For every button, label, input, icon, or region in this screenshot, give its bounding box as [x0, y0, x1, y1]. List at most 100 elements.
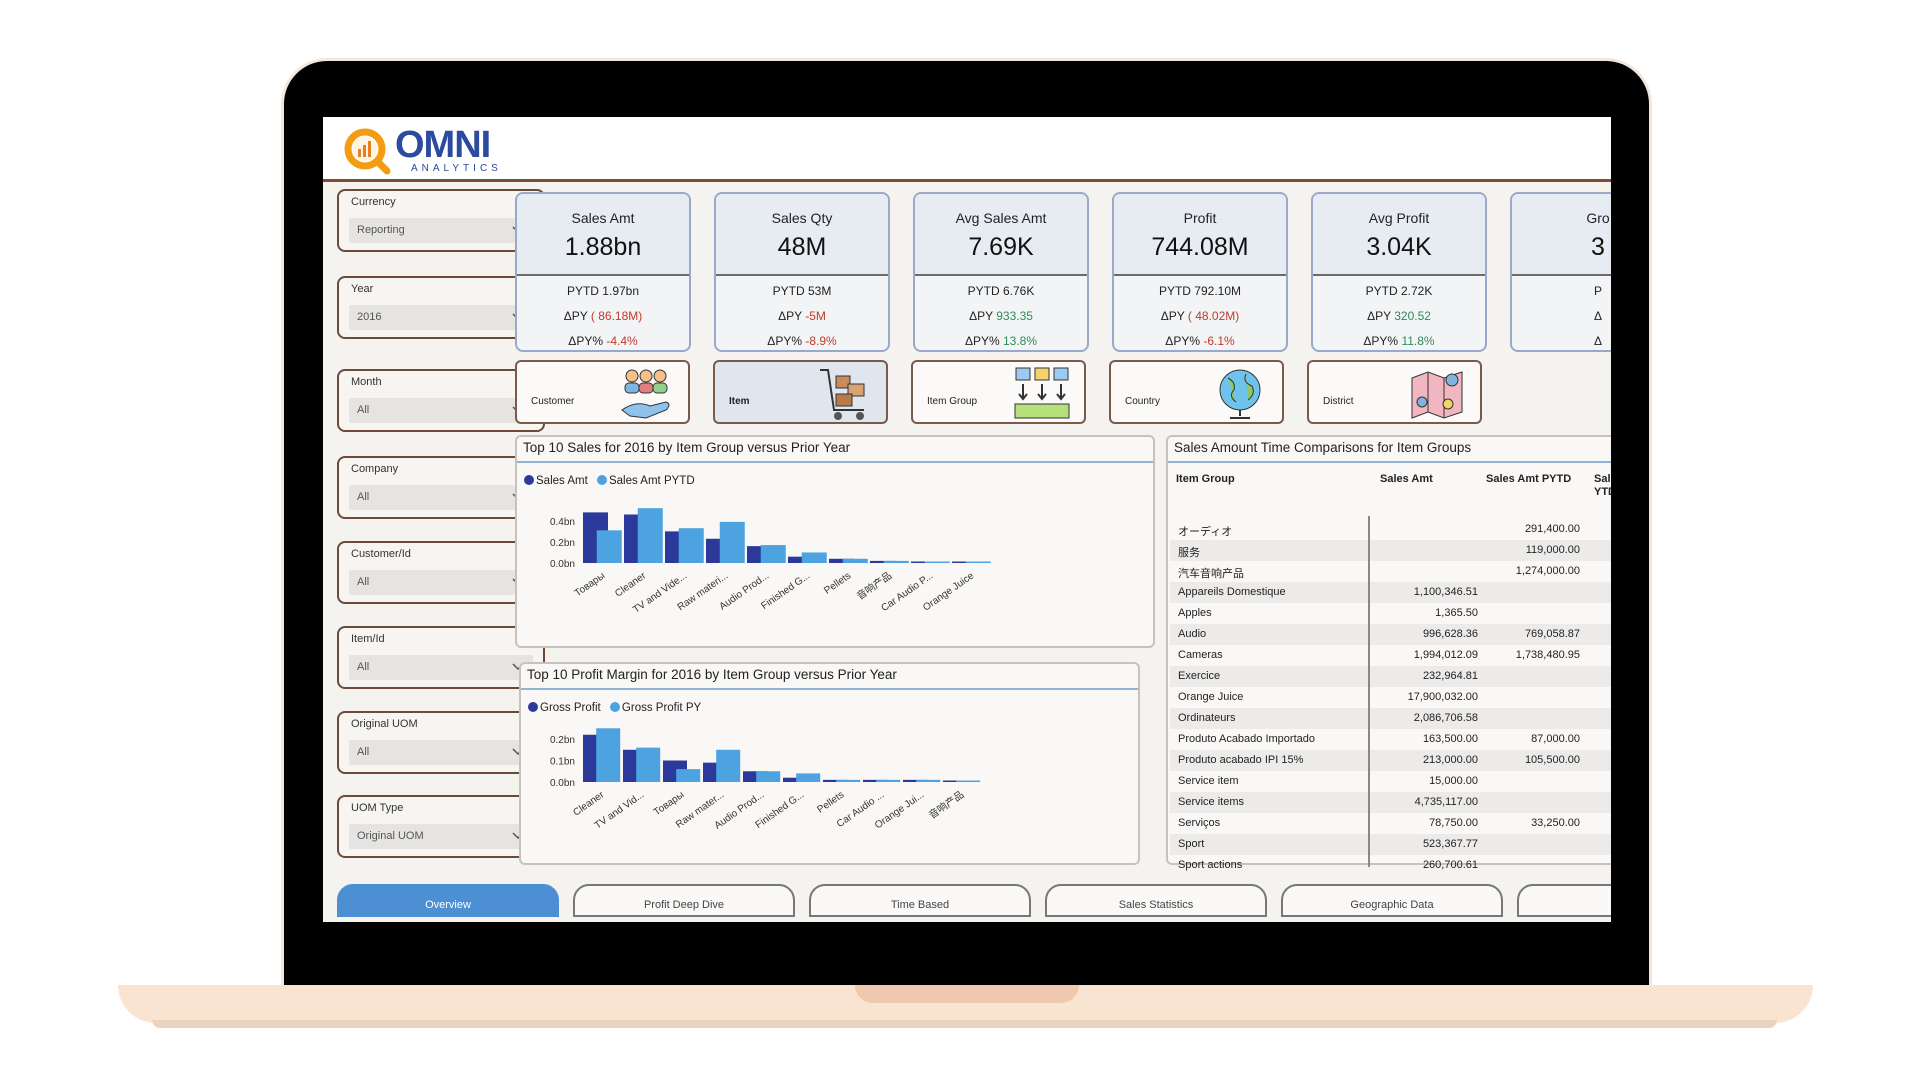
- slicer-label: Item/Id: [351, 633, 385, 645]
- table-row[interactable]: Apples 1,365.50: [1170, 603, 1611, 624]
- column-header-sales-ytd[interactable]: Sale YTD: [1594, 473, 1611, 498]
- cell-sales-amt: 213,000.00: [1422, 754, 1478, 766]
- table-row[interactable]: Orange Juice 17,900,032.00: [1170, 687, 1611, 708]
- kpi-delta-pct-label: ΔPY%: [1165, 334, 1200, 348]
- bar-prior[interactable]: [842, 558, 868, 563]
- bar-prior[interactable]: [916, 779, 941, 782]
- bar-prior[interactable]: [924, 561, 950, 564]
- bar-prior[interactable]: [756, 771, 781, 782]
- bar-prior[interactable]: [965, 561, 991, 564]
- table-row[interactable]: Sport 523,367.77: [1170, 834, 1611, 855]
- slicer-dropdown[interactable]: Original UOM: [349, 824, 533, 849]
- bar-prior[interactable]: [636, 747, 661, 782]
- table-row[interactable]: Produto acabado IPI 15% 213,000.00 105,500…: [1170, 750, 1611, 771]
- kpi-delta-value: 933.35: [996, 309, 1033, 323]
- bar-prior[interactable]: [716, 749, 741, 782]
- cell-item-group: Produto Acabado Importado: [1178, 733, 1315, 745]
- page-tab-sales-statistics[interactable]: Sales Statistics: [1045, 884, 1267, 917]
- table-row[interactable]: 服务 119,000.00: [1170, 540, 1611, 561]
- table-row[interactable]: Produto Acabado Importado 163,500.00 87,00…: [1170, 729, 1611, 750]
- column-header-sales-amt[interactable]: Sales Amt: [1380, 473, 1433, 485]
- cell-item-group: Appareils Domestique: [1178, 586, 1286, 598]
- page-tab-geographic-data[interactable]: Geographic Data: [1281, 884, 1503, 917]
- bar-current[interactable]: [952, 561, 977, 564]
- table-row[interactable]: Serviços 78,750.00 33,250.00: [1170, 813, 1611, 834]
- bar-current[interactable]: [823, 779, 847, 782]
- bar-current[interactable]: [911, 561, 936, 564]
- bar-prior[interactable]: [676, 769, 701, 782]
- title-rule: [1168, 461, 1611, 463]
- table-row[interactable]: オーディオ 291,400.00: [1170, 519, 1611, 540]
- nav-tile-district[interactable]: District: [1307, 360, 1482, 424]
- cell-sales-amt: 163,500.00: [1422, 733, 1478, 745]
- kpi-delta-pct-value: -8.9%: [805, 334, 837, 348]
- slicer-value: 2016: [357, 311, 382, 323]
- kpi-delta-pct-value: -4.4%: [606, 334, 638, 348]
- table-row[interactable]: Service items 4,735,117.00: [1170, 792, 1611, 813]
- slicer-dropdown[interactable]: All: [349, 398, 533, 423]
- bar-prior[interactable]: [801, 552, 827, 563]
- slicer-dropdown[interactable]: 2016: [349, 305, 533, 330]
- bar-prior[interactable]: [796, 773, 821, 782]
- kpi-title: Profit: [1183, 210, 1217, 226]
- bar-current[interactable]: [870, 560, 895, 563]
- page-tab-time-based[interactable]: Time Based: [809, 884, 1031, 917]
- table-row[interactable]: Ordinateurs 2,086,706.58: [1170, 708, 1611, 729]
- cell-sales-amt: 78,750.00: [1429, 817, 1478, 829]
- slicer-dropdown[interactable]: All: [349, 570, 533, 595]
- bar-prior[interactable]: [678, 528, 704, 563]
- slicer-dropdown[interactable]: Reporting: [349, 218, 533, 243]
- tab-label: Overview: [425, 899, 471, 911]
- kpi-delta-pct-label: ΔPY%: [568, 334, 603, 348]
- page-tab-overview[interactable]: Overview: [337, 884, 559, 917]
- bar-prior[interactable]: [719, 521, 745, 563]
- cell-sales-amt-pytd: 1,274,000.00: [1515, 565, 1580, 577]
- bar-current[interactable]: [788, 556, 813, 563]
- bar-prior[interactable]: [876, 779, 901, 782]
- bar-prior[interactable]: [836, 779, 861, 782]
- table-row[interactable]: Service item 15,000.00: [1170, 771, 1611, 792]
- kpi-delta-value: 320.52: [1394, 309, 1431, 323]
- slicer-label: Company: [351, 463, 399, 475]
- top-sales-chart-panel: Top 10 Sales for 2016 by Item Group vers…: [515, 435, 1155, 648]
- bar-prior[interactable]: [637, 508, 663, 563]
- nav-tile-item[interactable]: Item: [713, 360, 888, 424]
- bar-current[interactable]: [943, 780, 967, 783]
- slicer-dropdown[interactable]: All: [349, 740, 533, 765]
- laptop-opening-notch: [855, 985, 1079, 1003]
- column-header-item-group[interactable]: Item Group: [1176, 473, 1235, 485]
- bar-current[interactable]: [863, 779, 887, 782]
- column-header-sales-amt-pytd[interactable]: Sales Amt PYTD: [1486, 473, 1572, 485]
- table-row[interactable]: Audio 996,628.36 769,058.87: [1170, 624, 1611, 645]
- table-row[interactable]: Sport actions 260,700.61: [1170, 855, 1611, 876]
- nav-tile-item-group[interactable]: Item Group: [911, 360, 1086, 424]
- bar-prior[interactable]: [883, 560, 909, 563]
- nav-tile-country[interactable]: Country: [1109, 360, 1284, 424]
- bar-prior[interactable]: [760, 545, 786, 563]
- bar-current[interactable]: [743, 771, 767, 782]
- kpi-title: Sales Amt: [571, 210, 635, 226]
- bar-prior[interactable]: [596, 728, 621, 782]
- table-row[interactable]: Appareils Domestique 1,100,346.51: [1170, 582, 1611, 603]
- table-row[interactable]: 汽车音响产品 1,274,000.00: [1170, 561, 1611, 582]
- bar-current[interactable]: [783, 777, 807, 782]
- nav-tile-customer[interactable]: Customer: [515, 360, 690, 424]
- table-row[interactable]: Exercice 232,964.81: [1170, 666, 1611, 687]
- slicer-dropdown[interactable]: All: [349, 655, 533, 680]
- laptop-base-shadow: [152, 1020, 1777, 1028]
- slicer-label: UOM Type: [351, 802, 404, 814]
- bar-prior[interactable]: [956, 780, 981, 783]
- kpi-header: Avg Profit 3.04K: [1313, 194, 1485, 276]
- slicer-dropdown[interactable]: All: [349, 485, 533, 510]
- page-tab-comp[interactable]: Comp: [1517, 884, 1611, 917]
- bar-current[interactable]: [829, 558, 854, 563]
- globe-icon: [1210, 366, 1270, 422]
- table-row[interactable]: Cameras 1,994,012.09 1,738,480.95: [1170, 645, 1611, 666]
- cell-sales-amt: 260,700.61: [1422, 859, 1478, 871]
- bar-current[interactable]: [903, 779, 927, 782]
- bar-prior[interactable]: [596, 530, 622, 563]
- kpi-header: Avg Sales Amt 7.69K: [915, 194, 1087, 276]
- kpi-delta-label: ΔPY: [1367, 309, 1391, 323]
- page-tab-profit-deep-dive[interactable]: Profit Deep Dive: [573, 884, 795, 917]
- slicer-label: Month: [351, 376, 382, 388]
